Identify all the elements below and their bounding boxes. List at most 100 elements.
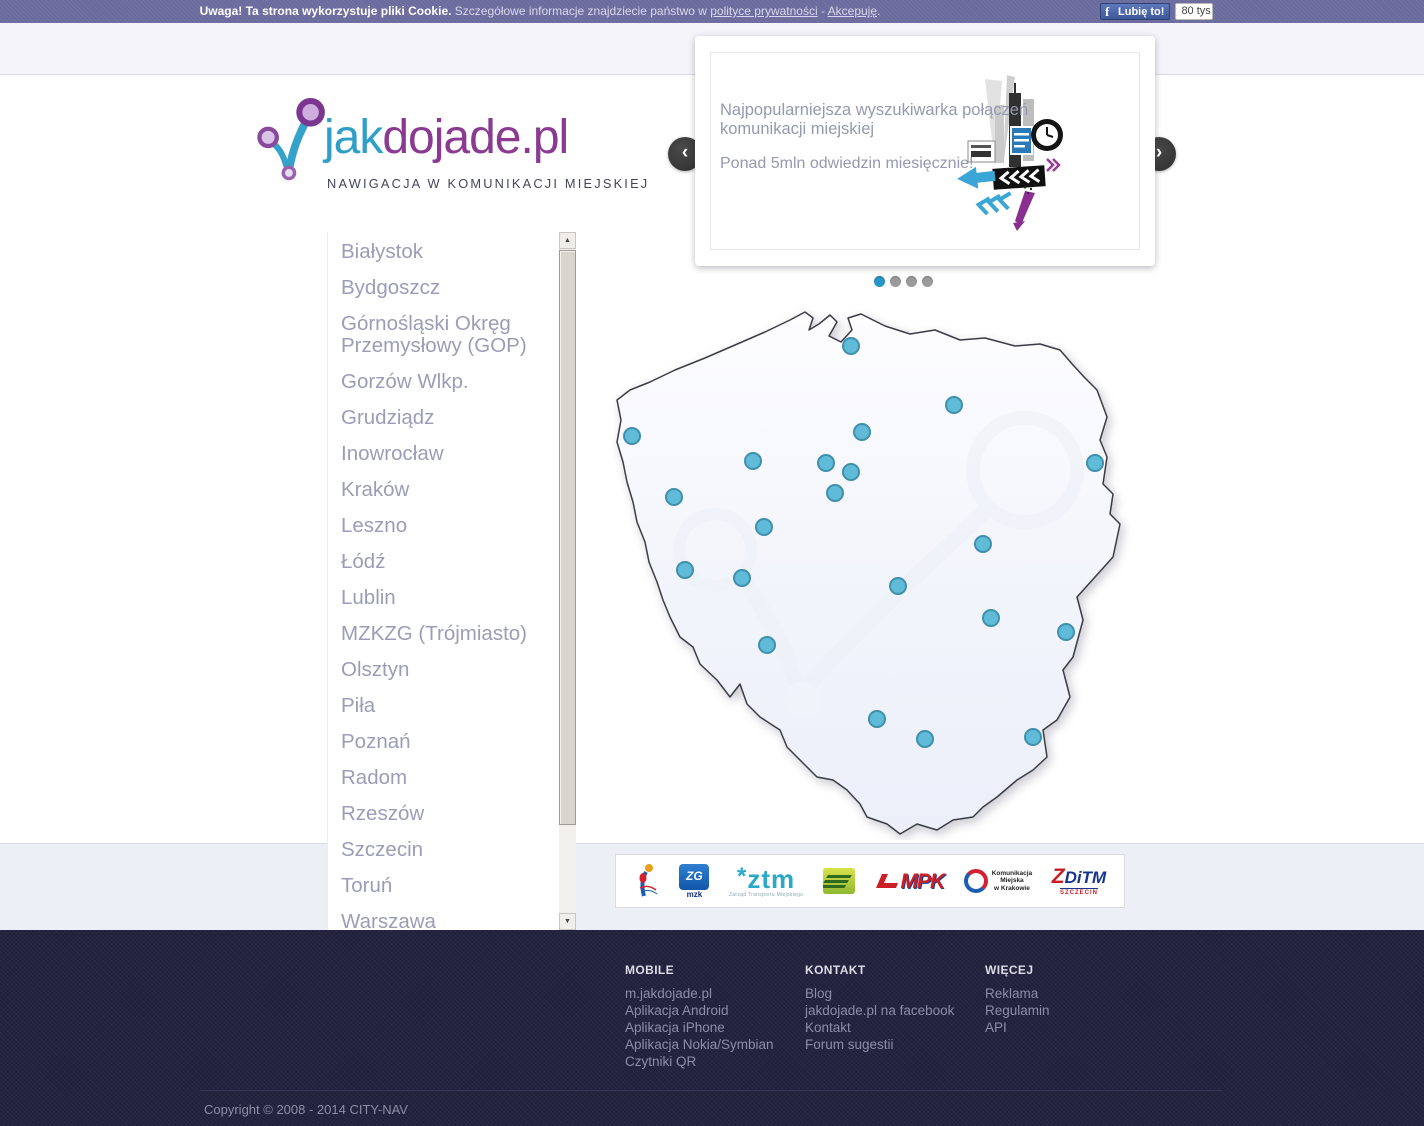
facebook-like-button[interactable]: f Lubię to! — [1100, 3, 1171, 20]
logo-tagline: NAWIGACJA W KOMUNIKACJI MIEJSKIEJ — [327, 176, 650, 191]
facebook-like-widget: f Lubię to! 80 tys — [1100, 3, 1214, 20]
footer-column-title: WIĘCEJ — [985, 963, 1034, 977]
map-watermark — [673, 411, 1084, 718]
map-city-dot[interactable] — [755, 518, 773, 536]
map-city-dot[interactable] — [1086, 454, 1104, 472]
logo-wordmark: jakdojade.pl — [324, 111, 569, 164]
map-city-dot[interactable] — [889, 577, 907, 595]
map-city-dot[interactable] — [733, 569, 751, 587]
city-list-item[interactable]: Bydgoszcz — [341, 276, 441, 299]
map-city-dot[interactable] — [868, 710, 886, 728]
cookie-notice-bold: Uwaga! Ta strona wykorzystuje pliki Cook… — [199, 4, 452, 18]
footer-link[interactable]: Regulamin — [985, 1003, 1050, 1018]
footer-column-wiecej: WIĘCEJ Reklama Regulamin API — [985, 963, 1160, 1036]
footer-column-title: KONTAKT — [805, 963, 866, 977]
city-list-item[interactable]: Kraków — [341, 478, 410, 501]
site-logo[interactable]: jakdojade.pl NAWIGACJA W KOMUNIKACJI MIE… — [254, 88, 647, 198]
carousel-dots — [874, 276, 938, 287]
footer-link[interactable]: Blog — [805, 986, 833, 1001]
logo-route-icon — [257, 97, 325, 181]
city-list-item[interactable]: Gorzów Wlkp. — [341, 370, 469, 393]
city-list-item[interactable]: Olsztyn — [341, 658, 410, 681]
ztm-star-icon: * — [737, 862, 748, 890]
map-city-dot[interactable] — [826, 484, 844, 502]
footer-link[interactable]: Kontakt — [805, 1020, 851, 1035]
city-list-item[interactable]: Warszawa — [341, 910, 436, 931]
footer-link[interactable]: Reklama — [985, 986, 1039, 1001]
map-city-dot[interactable] — [974, 535, 992, 553]
city-list-item[interactable]: Grudziądz — [341, 406, 435, 429]
city-list-item[interactable]: Łódź — [341, 550, 386, 573]
scroll-down-button[interactable]: ▼ — [559, 913, 576, 930]
city-list-item[interactable]: MZKZG (Trójmiasto) — [341, 622, 528, 645]
map-city-dot[interactable] — [1057, 623, 1075, 641]
accept-cookies-link[interactable]: Akcepuję — [827, 4, 878, 18]
partner-logo-green-mzk[interactable] — [822, 868, 855, 894]
cookie-notice-bar: Uwaga! Ta strona wykorzystuje pliki Cook… — [0, 0, 1424, 23]
partner-logo-mpk[interactable]: MPK — [874, 870, 945, 892]
footer-link[interactable]: Aplikacja iPhone — [625, 1020, 725, 1035]
footer-link[interactable]: m.jakdojade.pl — [625, 986, 713, 1001]
city-items: Białystok Bydgoszcz Górnośląski Okręg Prze… — [328, 234, 560, 931]
carousel-dot[interactable] — [906, 276, 917, 287]
city-list: Białystok Bydgoszcz Górnośląski Okręg Prze… — [327, 232, 576, 930]
mpk-swoosh-icon — [876, 874, 899, 888]
map-city-dot[interactable] — [842, 463, 860, 481]
partner-logo-km-krakow[interactable]: Komunikacja Miejska w Krakowie — [963, 869, 1032, 893]
map-city-dot[interactable] — [1024, 728, 1042, 746]
facebook-like-label: Lubię to! — [1118, 5, 1165, 18]
map-city-dot[interactable] — [744, 452, 762, 470]
poland-map — [605, 300, 1150, 845]
city-list-item[interactable]: Białystok — [341, 240, 424, 263]
city-list-item[interactable]: Poznań — [341, 730, 411, 753]
scrollbar-thumb[interactable] — [559, 250, 576, 825]
map-city-dot[interactable] — [853, 423, 871, 441]
footer-links: m.jakdojade.pl Aplikacja Android Aplikacja… — [625, 985, 800, 1070]
city-list-scrollbar[interactable]: ▲ ▼ — [559, 232, 576, 930]
city-collage-illustration — [957, 75, 1063, 231]
partner-logo-figure[interactable] — [634, 862, 660, 900]
privacy-policy-link[interactable]: polityce prywatności — [710, 4, 818, 18]
map-city-dot[interactable] — [623, 427, 641, 445]
footer-links: Blog jakdojade.pl na facebook Kontakt Forum… — [805, 985, 980, 1053]
map-city-dot[interactable] — [982, 609, 1000, 627]
footer-links: Reklama Regulamin API — [985, 985, 1160, 1036]
partner-logo-zg-mzk[interactable]: ZG mzk — [679, 863, 710, 899]
map-city-dot[interactable] — [842, 337, 860, 355]
map-city-dot[interactable] — [817, 454, 835, 472]
partner-logo-zditm[interactable]: ZDiTM SZCZECIN — [1051, 865, 1107, 896]
footer-link[interactable]: Aplikacja Android — [625, 1003, 729, 1018]
city-list-item[interactable]: Lublin — [341, 586, 396, 609]
city-list-item[interactable]: Leszno — [341, 514, 408, 537]
city-list-item[interactable]: Rzeszów — [341, 802, 425, 825]
green-logo-icon — [822, 868, 855, 894]
carousel-dot[interactable] — [890, 276, 901, 287]
figure-logo-icon — [639, 864, 658, 897]
partner-logo-ztm[interactable]: *ztm Zarząd Transportu Miejskiego — [728, 862, 804, 898]
city-list-item[interactable]: Szczecin — [341, 838, 424, 861]
footer-link[interactable]: API — [985, 1020, 1007, 1035]
map-city-dot[interactable] — [665, 488, 683, 506]
city-list-item[interactable]: Toruń — [341, 874, 393, 897]
map-city-dot[interactable] — [916, 730, 934, 748]
scroll-up-button[interactable]: ▲ — [559, 232, 576, 249]
footer-link[interactable]: Forum sugestii — [805, 1037, 894, 1052]
poland-outline — [616, 311, 1121, 835]
promo-carousel: Najpopularniejsza wyszukiwarka połączeń … — [695, 36, 1155, 266]
city-list-item[interactable]: Inowrocław — [341, 442, 444, 465]
city-list-item[interactable]: Radom — [341, 766, 408, 789]
map-city-dot[interactable] — [676, 561, 694, 579]
carousel-dot[interactable] — [874, 276, 885, 287]
city-list-item[interactable]: Górnośląski Okręg Przemysłowy (GOP) — [341, 312, 527, 357]
map-city-dot[interactable] — [945, 396, 963, 414]
footer-link[interactable]: Czytniki QR — [625, 1054, 697, 1069]
footer-link[interactable]: Aplikacja Nokia/Symbian — [625, 1037, 774, 1052]
facebook-icon: f — [1105, 3, 1110, 19]
carousel-dot[interactable] — [922, 276, 933, 287]
map-city-dot[interactable] — [758, 636, 776, 654]
facebook-like-count: 80 tys — [1175, 3, 1214, 20]
city-list-item[interactable]: Piła — [341, 694, 376, 717]
footer-column-title: MOBILE — [625, 963, 675, 977]
footer-link[interactable]: jakdojade.pl na facebook — [805, 1003, 955, 1018]
